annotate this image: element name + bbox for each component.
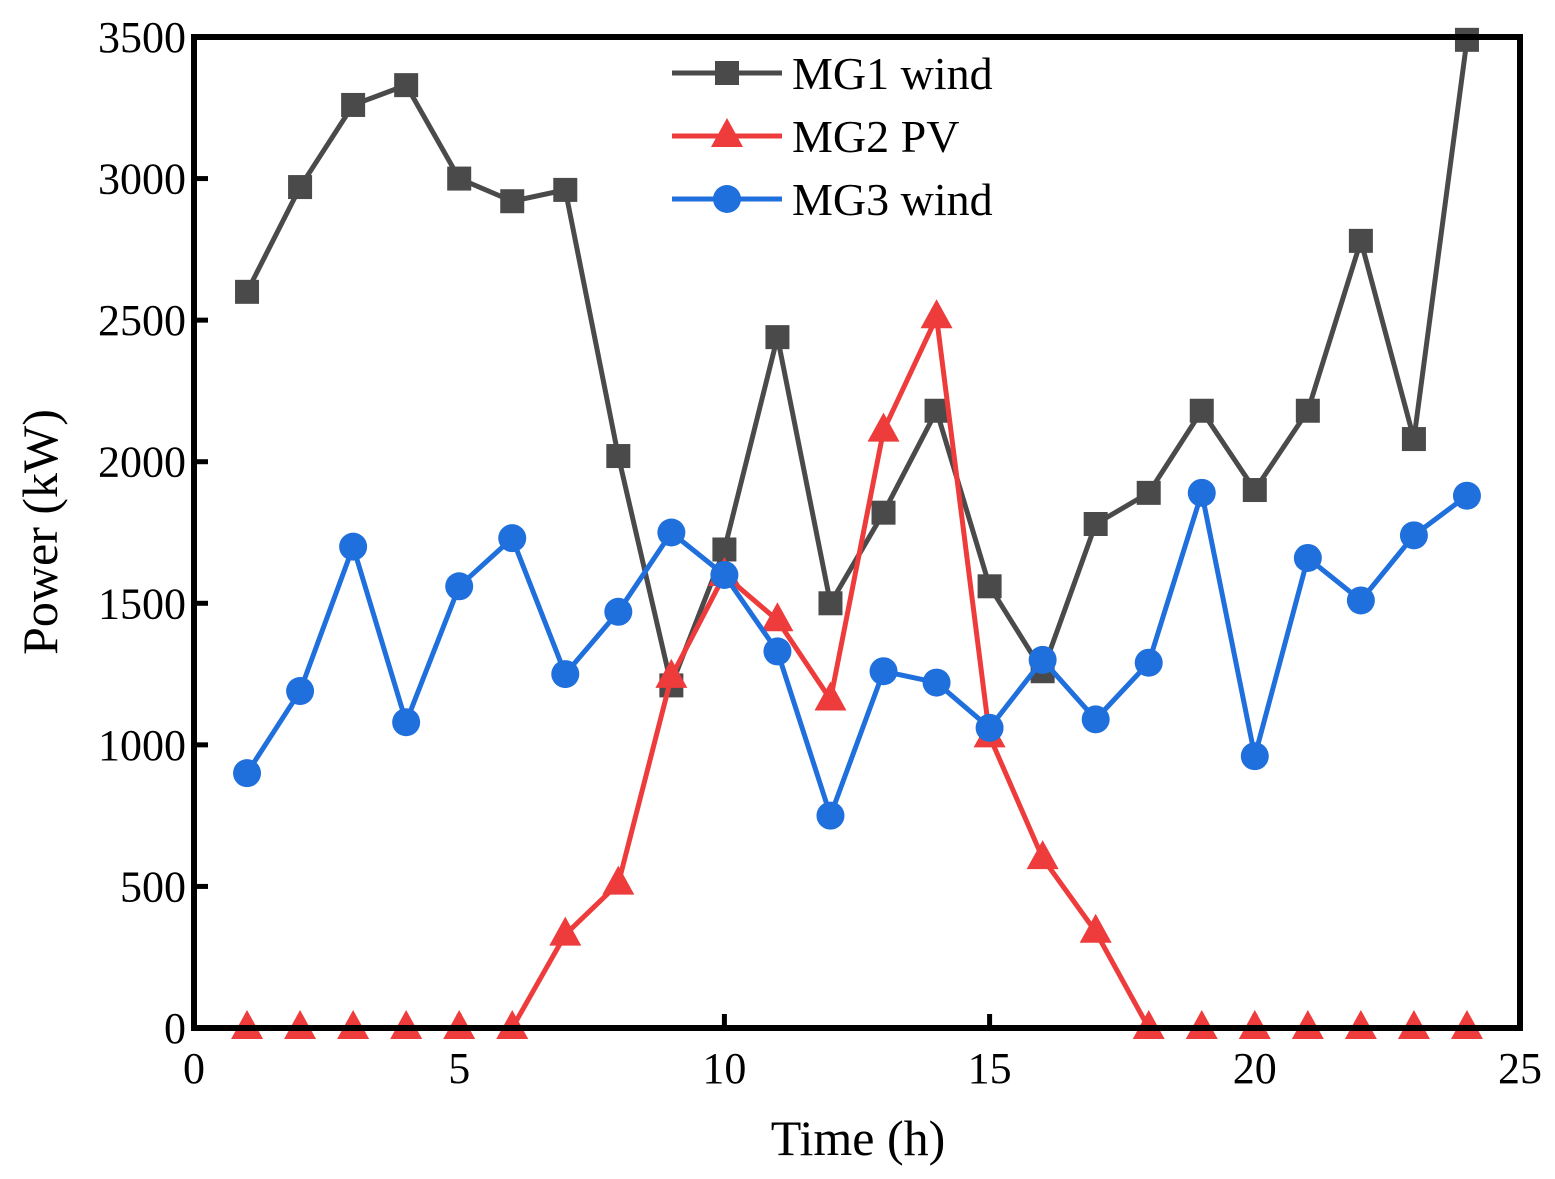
x-tick-label-1: 5: [448, 1044, 470, 1093]
point-mg1-wind-7: [553, 177, 578, 202]
point-mg3-wind-23: [1399, 521, 1428, 550]
legend-label-mg3-wind: MG3 wind: [792, 174, 993, 225]
legend-label-mg2-pv: MG2 PV: [792, 111, 959, 162]
x-tick-label-0: 0: [183, 1044, 205, 1093]
point-mg2-pv-2: [284, 1010, 317, 1039]
point-mg2-pv-23: [1397, 1010, 1430, 1039]
series-mg2-pv: [231, 299, 1483, 1039]
point-mg2-pv-5: [443, 1010, 476, 1039]
point-mg3-wind-1: [233, 759, 262, 788]
point-mg1-wind-20: [1242, 478, 1267, 503]
point-mg1-wind-18: [1136, 480, 1161, 505]
point-mg3-wind-5: [445, 572, 474, 601]
point-mg2-pv-6: [496, 1010, 529, 1039]
point-mg1-wind-5: [447, 166, 472, 191]
legend-marker-mg3-wind: [713, 185, 741, 213]
point-mg2-pv-3: [337, 1010, 370, 1039]
y-tick-label-7: 3500: [98, 13, 186, 62]
point-mg2-pv-19: [1185, 1010, 1218, 1039]
y-tick-label-6: 3000: [98, 155, 186, 204]
point-mg1-wind-12: [818, 591, 843, 616]
point-mg3-wind-12: [816, 801, 845, 830]
point-mg2-pv-21: [1291, 1010, 1324, 1039]
plot-frame: [191, 34, 1523, 1031]
legend-marker-mg1-wind: [715, 61, 739, 85]
point-mg2-pv-4: [390, 1010, 423, 1039]
point-mg3-wind-19: [1187, 478, 1216, 507]
x-axis-title: Time (h): [771, 1110, 946, 1166]
x-tick-label-2: 10: [702, 1044, 746, 1093]
point-mg1-wind-17: [1083, 512, 1108, 537]
point-mg2-pv-16: [1026, 840, 1059, 870]
point-mg3-wind-14: [922, 668, 951, 697]
point-mg2-pv-20: [1238, 1010, 1271, 1039]
point-mg2-pv-13: [867, 412, 900, 442]
point-mg3-wind-10: [710, 560, 739, 589]
point-mg1-wind-8: [606, 444, 631, 469]
y-tick-label-3: 1500: [98, 579, 186, 628]
point-mg3-wind-21: [1293, 543, 1322, 572]
legend-item-mg2-pv: MG2 PV: [672, 111, 959, 162]
point-mg3-wind-15: [975, 713, 1004, 742]
point-mg1-wind-3: [341, 92, 366, 117]
point-mg3-wind-4: [392, 708, 421, 737]
x-tick-label-5: 25: [1498, 1044, 1542, 1093]
y-tick-label-5: 2500: [98, 296, 186, 345]
legend: MG1 wind MG2 PV MG3 wind: [672, 48, 993, 225]
legend-label-mg1-wind: MG1 wind: [792, 48, 993, 99]
point-mg2-pv-9: [655, 658, 688, 688]
point-mg3-wind-24: [1452, 481, 1481, 510]
x-tick-label-4: 20: [1233, 1044, 1277, 1093]
point-mg1-wind-6: [500, 189, 525, 214]
point-mg2-pv-7: [549, 916, 582, 946]
point-mg3-wind-3: [339, 532, 368, 561]
point-mg1-wind-1: [235, 279, 260, 304]
point-mg3-wind-22: [1346, 586, 1375, 615]
legend-item-mg3-wind: MG3 wind: [672, 174, 993, 225]
point-mg1-wind-14: [924, 398, 949, 423]
legend-item-mg1-wind: MG1 wind: [672, 48, 993, 99]
x-tick-label-3: 15: [968, 1044, 1012, 1093]
point-mg1-wind-15: [977, 574, 1002, 599]
point-mg3-wind-9: [657, 518, 686, 547]
y-axis-title: Power (kW): [12, 409, 68, 655]
axis-ticks: 0 5 10 15 20 25 0 500 1000 1500 2000 2500 3000 3500: [98, 13, 1542, 1093]
point-mg2-pv-24: [1450, 1010, 1483, 1039]
point-mg2-pv-1: [231, 1010, 264, 1039]
point-mg2-pv-8: [602, 865, 635, 895]
series-mg3-wind: [233, 478, 1481, 830]
point-mg2-pv-14: [920, 299, 953, 329]
point-mg3-wind-6: [498, 524, 527, 553]
point-mg3-wind-11: [763, 637, 792, 666]
series-line-mg3-wind: [244, 492, 1469, 824]
legend-marker-mg2-pv: [711, 118, 743, 147]
point-mg1-wind-23: [1401, 427, 1426, 452]
point-mg3-wind-2: [286, 677, 315, 706]
point-mg1-wind-11: [765, 325, 790, 350]
point-mg1-wind-13: [871, 500, 896, 525]
point-mg3-wind-17: [1081, 705, 1110, 734]
point-mg2-pv-18: [1132, 1010, 1165, 1039]
y-tick-label-0: 0: [164, 1004, 186, 1053]
point-mg1-wind-21: [1295, 398, 1320, 423]
point-mg2-pv-12: [814, 681, 847, 711]
y-tick-label-2: 1000: [98, 721, 186, 770]
point-mg3-wind-8: [604, 597, 633, 626]
y-tick-label-4: 2000: [98, 438, 186, 487]
y-tick-label-1: 500: [120, 862, 186, 911]
point-mg3-wind-7: [551, 660, 580, 689]
point-mg3-wind-13: [869, 657, 898, 686]
point-mg2-pv-17: [1079, 913, 1112, 943]
point-mg1-wind-19: [1189, 398, 1214, 423]
point-mg3-wind-16: [1028, 645, 1057, 674]
series-line-mg2-pv: [247, 308, 1467, 1031]
point-mg1-wind-4: [394, 73, 419, 98]
point-mg2-pv-11: [761, 602, 794, 632]
point-mg3-wind-20: [1240, 742, 1269, 771]
point-mg1-wind-2: [288, 175, 313, 200]
point-mg1-wind-22: [1348, 228, 1373, 253]
point-mg3-wind-18: [1134, 648, 1163, 677]
point-mg2-pv-22: [1344, 1010, 1377, 1039]
